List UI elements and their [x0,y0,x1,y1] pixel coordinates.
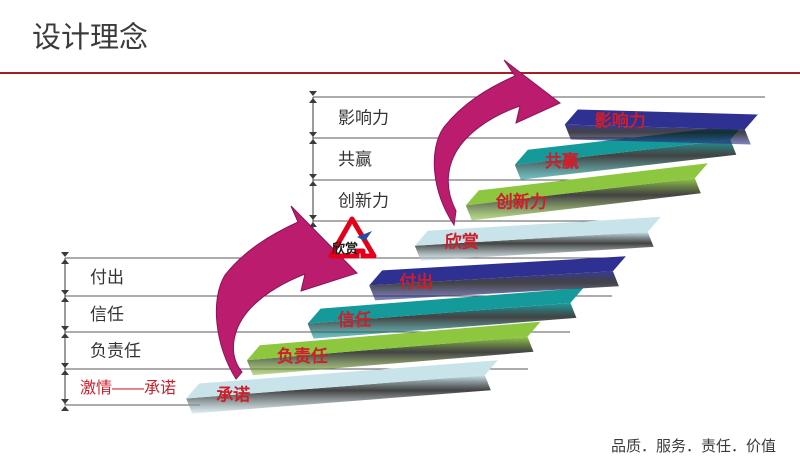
svg-text:创新力: 创新力 [338,192,389,211]
svg-text:欣赏: 欣赏 [445,232,479,252]
svg-text:承诺: 承诺 [216,385,250,405]
svg-text:共赢: 共赢 [338,150,372,169]
svg-text:信任: 信任 [90,305,124,324]
svg-text:创新力: 创新力 [495,191,547,211]
svg-text:信任: 信任 [338,310,372,330]
svg-text:付出: 付出 [90,268,124,287]
svg-text:影响力: 影响力 [338,109,389,128]
svg-text:付出: 付出 [399,271,433,291]
svg-text:共赢: 共赢 [545,151,579,171]
svg-text:负责任: 负责任 [90,342,141,361]
svg-text:负责任: 负责任 [277,346,328,366]
svg-text:欣赏: 欣赏 [332,241,358,256]
svg-text:影响力: 影响力 [595,111,646,131]
svg-text:激情——承诺: 激情——承诺 [80,379,176,397]
